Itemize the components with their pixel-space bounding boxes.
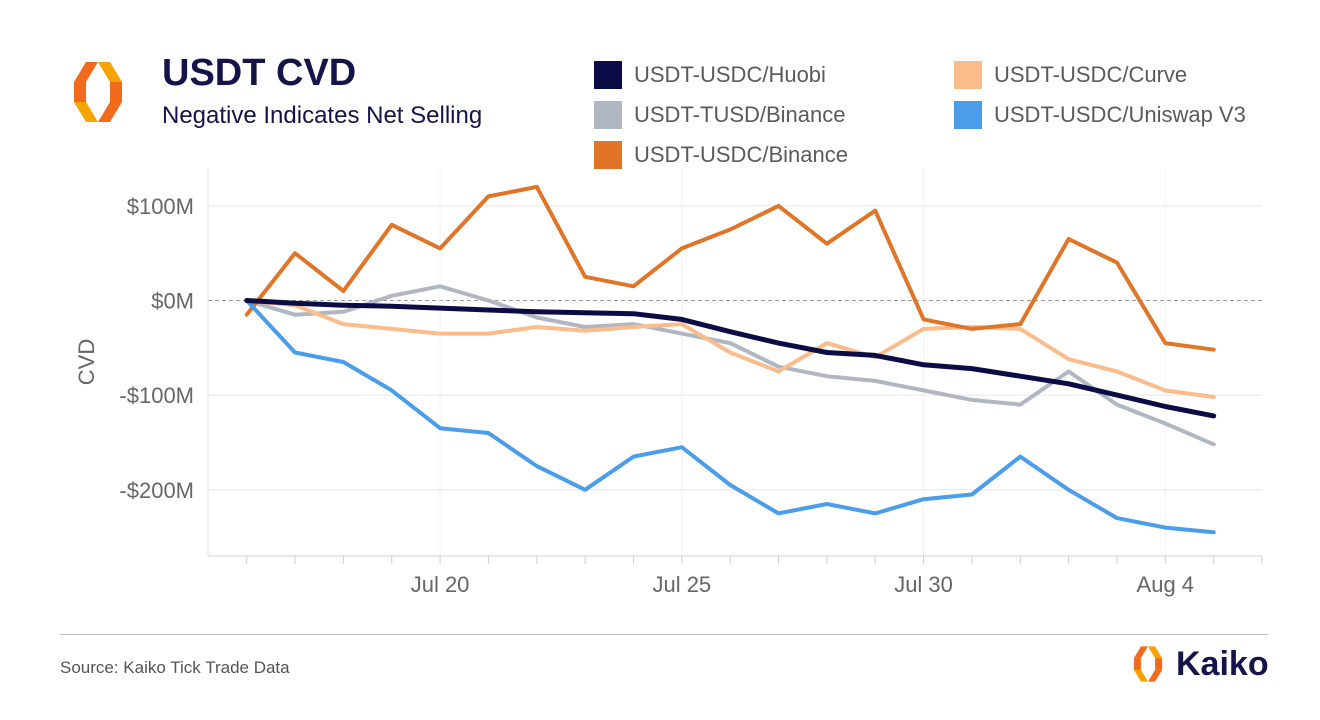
- series-line-usdt-usdc-binance: [244, 184, 1216, 352]
- series-line-usdt-usdc-curve: [244, 298, 1216, 399]
- x-tick-label-1: Jul 25: [652, 572, 711, 597]
- x-tick-label-0: Jul 20: [411, 572, 470, 597]
- x-tick-label-3: Aug 4: [1137, 572, 1195, 597]
- y-tick-label-2: -$100M: [119, 383, 194, 408]
- kaiko-logo-icon: [74, 62, 122, 122]
- y-tick-label-0: $100M: [127, 194, 194, 219]
- legend-label-huobi: USDT-USDC/Huobi: [634, 62, 826, 87]
- brand: Kaiko: [1128, 644, 1269, 684]
- y-tick-label-3: -$200M: [119, 478, 194, 503]
- series-line-usdt-usdc-uniswap-v3: [244, 298, 1216, 535]
- legend-swatch-huobi: [594, 61, 622, 89]
- series-line-usdt-tusd-binance: [244, 284, 1216, 447]
- legend-label-usdc-binance: USDT-USDC/Binance: [634, 142, 848, 167]
- chart-title: USDT CVD: [162, 52, 357, 94]
- legend-label-curve: USDT-USDC/Curve: [994, 62, 1188, 87]
- legend-label-tusd-binance: USDT-TUSD/Binance: [634, 102, 846, 127]
- source-note: Source: Kaiko Tick Trade Data: [60, 658, 290, 677]
- brand-name: Kaiko: [1176, 644, 1269, 683]
- legend-swatch-curve: [954, 61, 982, 89]
- y-axis-label: CVD: [74, 339, 99, 385]
- legend-swatch-tusd-binance: [594, 101, 622, 129]
- y-tick-label-1: $0M: [151, 288, 194, 313]
- legend-item-curve: USDT-USDC/Curve: [954, 60, 1187, 90]
- x-tick-label-2: Jul 30: [894, 572, 953, 597]
- legend-label-uniswap: USDT-USDC/Uniswap V3: [994, 102, 1246, 127]
- kaiko-brand-icon: [1133, 646, 1163, 682]
- legend-item-usdc-binance: USDT-USDC/Binance: [594, 140, 848, 170]
- legend-item-uniswap: USDT-USDC/Uniswap V3: [954, 100, 1246, 130]
- chart-subtitle: Negative Indicates Net Selling: [162, 102, 483, 129]
- legend-swatch-uniswap: [954, 101, 982, 129]
- cvd-line-chart: $100M $0M -$100M -$200M Jul 20 Jul 25 Jul 30 Au…: [74, 168, 1263, 597]
- legend-item-tusd-binance: USDT-TUSD/Binance: [594, 100, 846, 130]
- series-line-usdt-usdc-huobi: [244, 298, 1217, 419]
- footer-divider: [60, 634, 1268, 635]
- legend-item-huobi: USDT-USDC/Huobi: [594, 60, 826, 90]
- legend-swatch-usdc-binance: [594, 141, 622, 169]
